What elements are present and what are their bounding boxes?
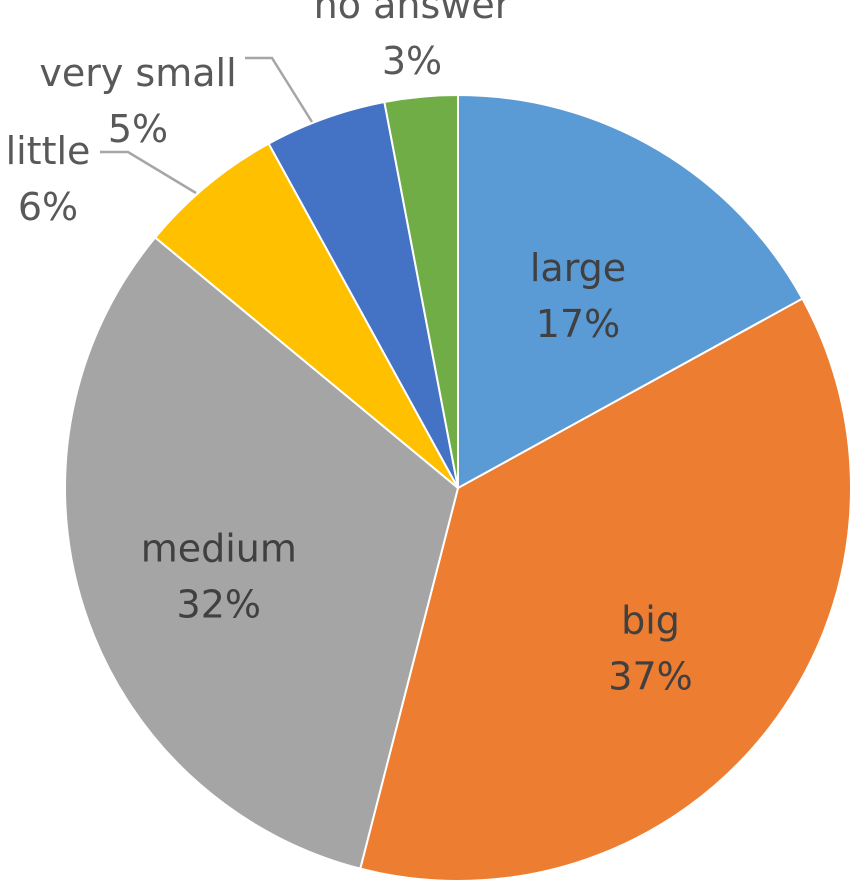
label-name-very-small: very small — [39, 51, 236, 95]
leader-lines — [100, 56, 314, 195]
data-labels: large 17% big 37% medium 32% little 6% very smal… — [6, 0, 693, 698]
label-value-big: 37% — [608, 654, 692, 698]
leader-little — [100, 150, 197, 195]
label-value-large: 17% — [536, 302, 620, 346]
slice-little — [153, 142, 459, 489]
label-name-little: little — [6, 129, 91, 173]
label-value-no-answer: 3% — [382, 39, 442, 83]
label-value-medium: 32% — [177, 583, 261, 627]
label-value-very-small: 5% — [108, 107, 168, 151]
pie-slices — [64, 93, 852, 882]
label-value-little: 6% — [18, 185, 78, 229]
slice-large — [457, 93, 804, 490]
label-name-large: large — [530, 246, 626, 290]
slice-medium — [64, 236, 460, 870]
label-name-big: big — [621, 598, 680, 642]
leader-very-small — [245, 56, 314, 123]
slice-big — [359, 297, 852, 882]
label-name-medium: medium — [141, 527, 297, 571]
label-name-no-answer: no answer — [314, 0, 511, 27]
slice-no-answer — [383, 93, 459, 489]
